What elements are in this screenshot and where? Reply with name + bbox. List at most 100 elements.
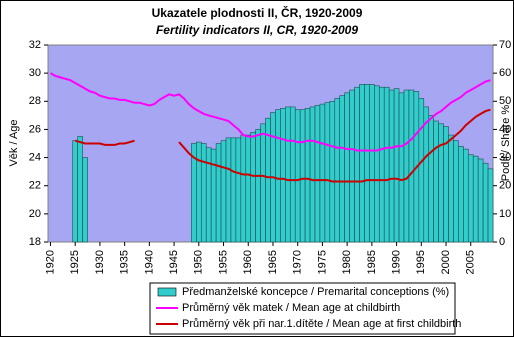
line bbox=[74, 108, 491, 183]
x-tick-label: 1935 bbox=[119, 250, 131, 274]
bar bbox=[215, 143, 222, 243]
y-tick-label: 26 bbox=[29, 123, 41, 135]
x-tick-label: 1975 bbox=[316, 250, 328, 274]
bar bbox=[339, 95, 345, 243]
bar bbox=[77, 136, 83, 243]
bar bbox=[388, 89, 395, 243]
bar bbox=[364, 84, 370, 243]
bar bbox=[428, 115, 434, 243]
bar bbox=[354, 86, 360, 243]
line bbox=[49, 72, 491, 152]
y2-axis-title: Podíl / Share % bbox=[500, 105, 512, 182]
legend-swatch bbox=[157, 287, 177, 297]
y2-tick-label: 20 bbox=[499, 180, 511, 192]
x-tick-label: 1990 bbox=[390, 250, 402, 274]
bar bbox=[369, 84, 375, 243]
bar bbox=[285, 106, 291, 243]
bar bbox=[477, 158, 484, 243]
y2-tick-label: 50 bbox=[499, 95, 511, 107]
bar bbox=[467, 154, 474, 243]
y2-tick-label: 40 bbox=[499, 123, 511, 135]
x-tick-label: 1985 bbox=[366, 250, 378, 274]
bar bbox=[299, 109, 306, 243]
bar bbox=[225, 137, 232, 243]
bar bbox=[423, 106, 430, 243]
bar bbox=[210, 148, 217, 243]
x-tick-label: 1945 bbox=[168, 250, 180, 274]
x-tick-label: 1940 bbox=[143, 250, 155, 274]
x-tick-label: 1950 bbox=[193, 250, 205, 274]
bar bbox=[458, 146, 464, 243]
y-axis-title: Věk / Age bbox=[8, 119, 20, 166]
y2-tick-label: 10 bbox=[499, 208, 511, 220]
y-tick-label: 28 bbox=[29, 95, 41, 107]
x-tick-label: 1980 bbox=[341, 250, 353, 274]
bar bbox=[334, 98, 341, 243]
bar bbox=[255, 129, 261, 243]
chart-title: Ukazatele plodnosti II, ČR, 1920-2009 bbox=[152, 5, 363, 20]
bar bbox=[220, 140, 227, 243]
x-tick-label: 1955 bbox=[217, 250, 229, 274]
y-tick-label: 24 bbox=[29, 151, 41, 163]
bar bbox=[453, 140, 459, 243]
y2-tick-label: 30 bbox=[499, 151, 511, 163]
bar bbox=[319, 103, 326, 243]
bar bbox=[294, 109, 301, 243]
bar bbox=[487, 168, 494, 243]
y-tick-label: 18 bbox=[29, 236, 41, 248]
bar bbox=[403, 89, 410, 243]
x-tick-label: 1970 bbox=[292, 250, 304, 274]
bar bbox=[200, 143, 207, 243]
bar bbox=[72, 140, 78, 243]
y2-tick-label: 70 bbox=[499, 39, 511, 51]
bar bbox=[245, 134, 252, 243]
bar bbox=[349, 89, 355, 243]
legend-box bbox=[149, 282, 456, 335]
bar bbox=[289, 106, 296, 243]
bar bbox=[280, 108, 286, 243]
bar bbox=[418, 98, 425, 243]
bar bbox=[393, 88, 400, 243]
legend-label: Průměrný věk při nar.1.dítěte / Mean age… bbox=[182, 318, 461, 330]
x-tick-label: 1960 bbox=[242, 250, 254, 274]
chart-subtitle: Fertility indicators II, CR, 1920-2009 bbox=[156, 23, 358, 37]
bar bbox=[250, 131, 256, 243]
x-tick-label: 1965 bbox=[267, 250, 279, 274]
bar bbox=[359, 84, 365, 243]
bar bbox=[448, 134, 454, 243]
x-tick-label: 1995 bbox=[415, 250, 427, 274]
bar bbox=[374, 85, 380, 243]
bar bbox=[309, 106, 316, 243]
y-tick-label: 30 bbox=[29, 67, 41, 79]
bar bbox=[314, 105, 321, 243]
bar bbox=[82, 157, 88, 243]
y2-tick-label: 0 bbox=[499, 236, 505, 248]
x-tick-label: 1920 bbox=[44, 250, 56, 274]
bar bbox=[235, 137, 242, 243]
y-tick-label: 22 bbox=[29, 180, 41, 192]
legend-label: Průměrný věk matek / Mean age at childbi… bbox=[182, 302, 400, 314]
x-tick-label: 2005 bbox=[465, 250, 477, 274]
bar bbox=[472, 155, 479, 243]
y-tick-label: 20 bbox=[29, 208, 41, 220]
bar bbox=[275, 109, 281, 243]
x-tick-label: 2000 bbox=[440, 250, 452, 274]
bar bbox=[344, 92, 350, 243]
bar bbox=[463, 148, 469, 243]
bar bbox=[324, 102, 331, 243]
y2-tick-label: 60 bbox=[499, 67, 511, 79]
bar bbox=[304, 108, 311, 243]
bar bbox=[230, 137, 237, 243]
bar bbox=[196, 141, 202, 243]
bar bbox=[408, 89, 415, 243]
legend-label: Předmanželské koncepce / Premarital conc… bbox=[182, 286, 449, 298]
bar bbox=[398, 92, 405, 243]
bar bbox=[260, 123, 266, 243]
x-tick-label: 1925 bbox=[69, 250, 81, 274]
bar bbox=[240, 134, 247, 243]
bar bbox=[433, 120, 439, 243]
bar bbox=[329, 100, 336, 243]
x-tick-label: 1930 bbox=[94, 250, 106, 274]
bar bbox=[378, 86, 385, 243]
